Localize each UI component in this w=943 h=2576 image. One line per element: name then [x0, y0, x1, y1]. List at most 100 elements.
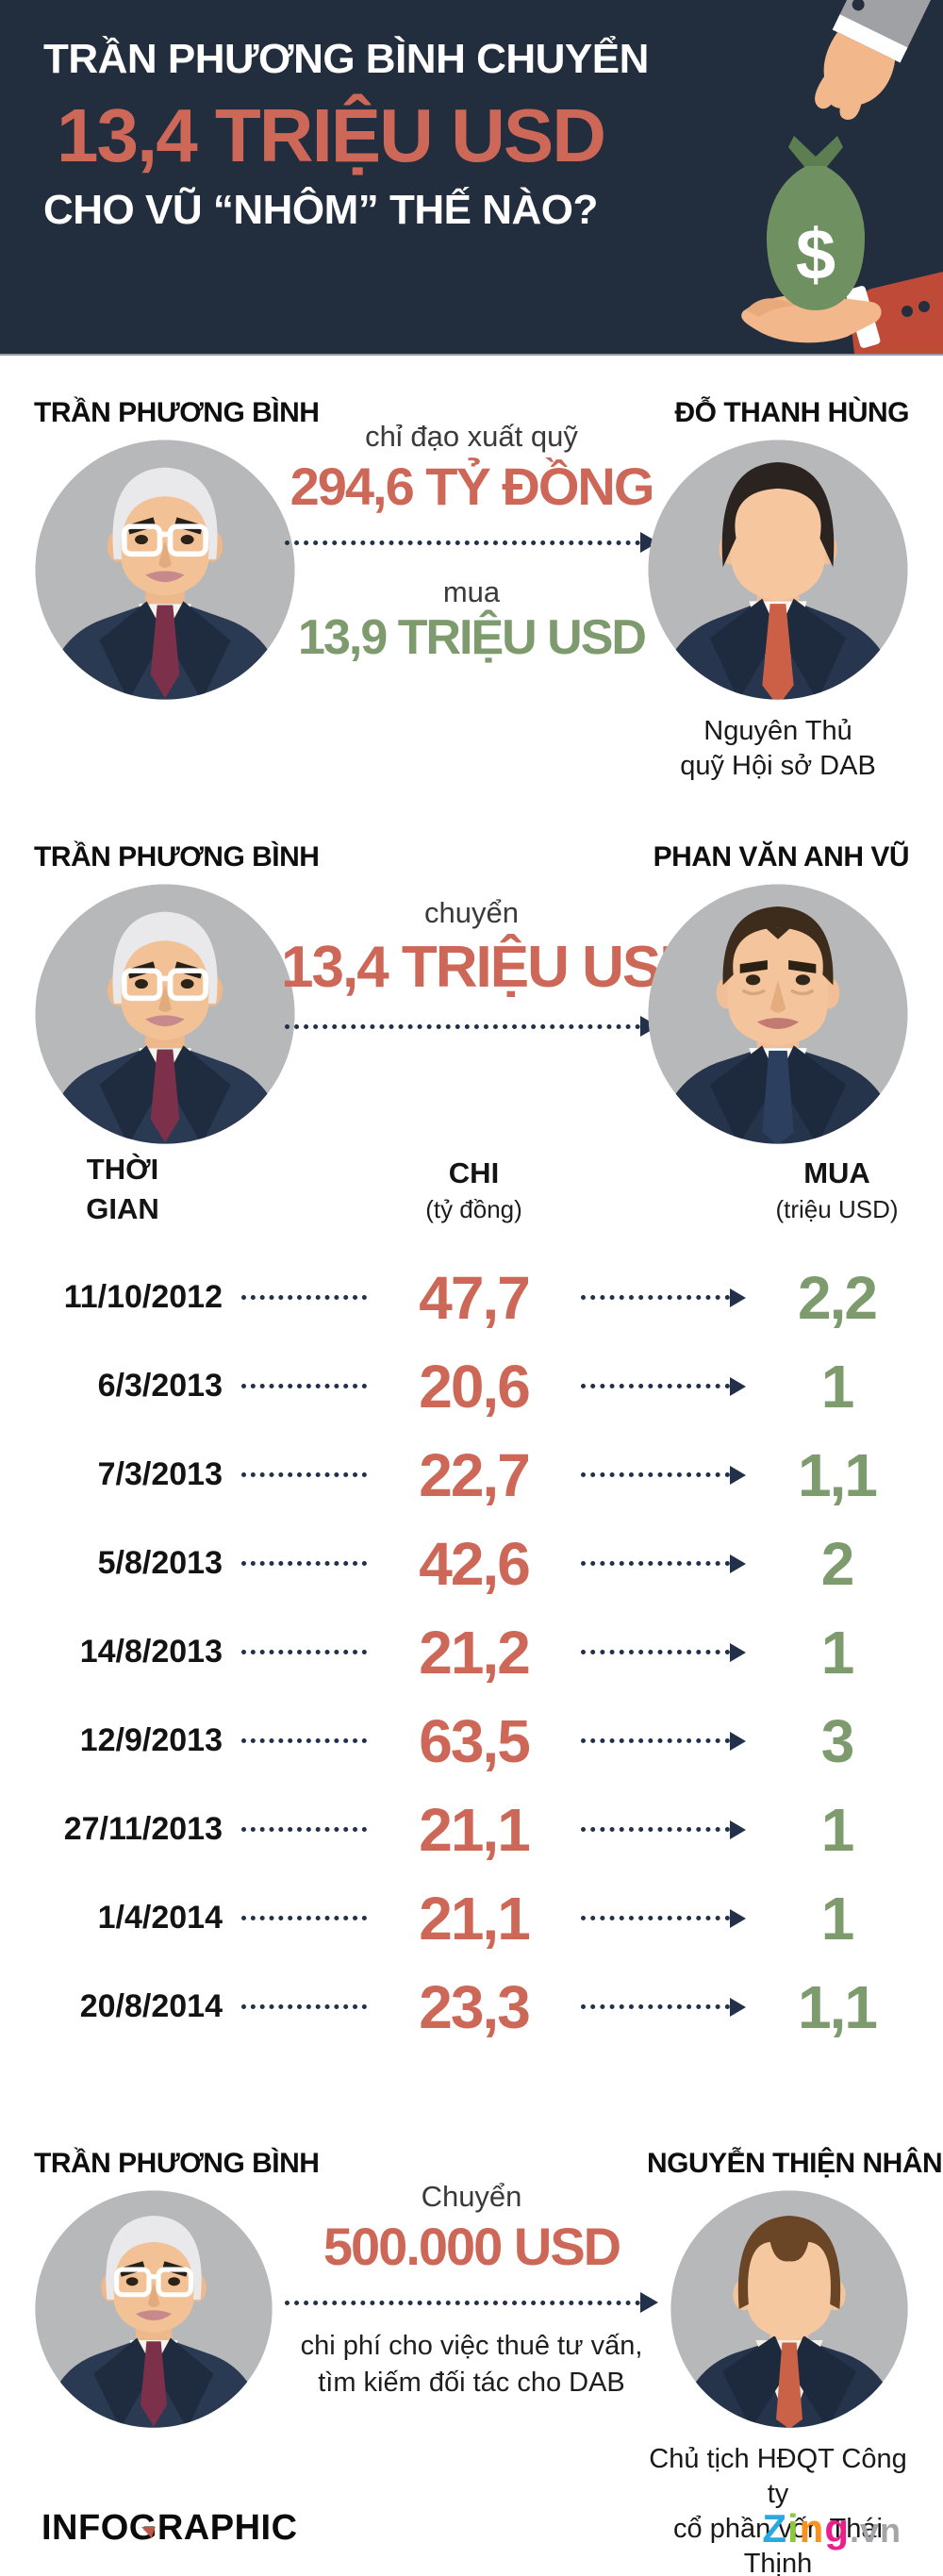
person-tran-phuong-binh: TRẦN PHƯƠNG BÌNH: [34, 2148, 320, 2490]
dotted-leader: [241, 1561, 367, 1567]
flow1-amount-usd: 13,9 TRIỆU USD: [298, 610, 647, 665]
dotted-arrow: [581, 1288, 746, 1307]
arrowhead-icon: [730, 1908, 746, 1928]
dotted-arrow: [581, 1820, 746, 1839]
avatar-nguyen-thien-nhan: [670, 2189, 909, 2429]
avatar-do-thanh-hung: [647, 439, 909, 701]
arrowhead-icon: [730, 1465, 746, 1485]
money-bag-icon: $: [767, 136, 865, 310]
dotted-arrow: [581, 1908, 746, 1928]
table-row: 27/11/2013 21,1 1: [19, 1786, 924, 1874]
title-line-3: CHO VŨ “NHÔM” THẾ NÀO?: [43, 187, 598, 233]
zing-vn-logo: Zing.vn: [762, 2505, 902, 2551]
date-cell: 5/8/2013: [97, 1545, 223, 1582]
avatar-tran-phuong-binh: [34, 2189, 273, 2429]
col-header-chi: CHI (tỷ đồng): [425, 1156, 522, 1224]
table-row: 6/3/2013 20,6 1: [19, 1342, 924, 1431]
dotted-leader: [241, 1827, 367, 1833]
flow1-amount-vnd: 294,6 TỶ ĐỒNG: [290, 457, 655, 516]
chi-value: 21,1: [419, 1884, 531, 1953]
person-do-thanh-hung: ĐỖ THANH HÙNG Nguyên Thủ quỹ Hội sở DAB: [647, 397, 910, 811]
dotted-leader: [241, 1295, 367, 1301]
flow3-action: Chuyển: [421, 2180, 522, 2213]
flow3-amount-usd: 500.000 USD: [323, 2217, 621, 2276]
chi-value: 22,7: [419, 1440, 531, 1509]
arrowhead-icon: [730, 1731, 746, 1751]
dotted-arrow: [285, 532, 658, 553]
table-row: 11/10/2012 47,7 2,2: [19, 1254, 924, 1342]
dotted-arrow: [581, 1731, 746, 1751]
flow-section-2: TRẦN PHƯƠNG BÌNH chuyển 13,4 TRIỆU USD P…: [0, 811, 943, 1137]
table-row: 1/4/2014 21,1 1: [19, 1874, 924, 1963]
page-title: TRẦN PHƯƠNG BÌNH CHUYỂN 13,4 TRIỆU USD C…: [43, 36, 649, 234]
brand-g-accent: G: [128, 2508, 157, 2548]
mua-value: 1,1: [798, 1440, 878, 1509]
dotted-arrow: [285, 1016, 658, 1037]
dotted-arrow: [581, 1997, 746, 2017]
avatar-tran-phuong-binh: [34, 439, 296, 701]
mua-value: 1: [820, 1795, 855, 1864]
chi-value: 42,6: [419, 1529, 531, 1598]
dotted-arrow: [285, 2292, 658, 2313]
avatar-phan-van-anh-vu: [647, 883, 909, 1145]
flow2-amount-usd: 13,4 TRIỆU USD: [281, 935, 702, 1000]
person-name: NGUYỄN THIỆN NHÂN: [647, 2148, 943, 2179]
col-header-mua: MUA (triệu USD): [775, 1156, 899, 1224]
flow3-note: chi phí cho việc thuê tư vấn, tìm kiếm đ…: [300, 2331, 643, 2399]
mua-value: 1: [820, 1618, 855, 1687]
person-nguyen-thien-nhan: NGUYỄN THIỆN NHÂN Chủ tịch HĐQT Công ty …: [647, 2148, 943, 2576]
table-row: 7/3/2013 22,7 1,1: [19, 1431, 924, 1520]
person-tran-phuong-binh: TRẦN PHƯƠNG BÌNH: [34, 397, 320, 811]
date-cell: 11/10/2012: [63, 1279, 223, 1316]
infographic-brand: INFOGRAPHIC: [41, 2508, 298, 2548]
dotted-leader: [241, 1650, 367, 1655]
title-line-1: TRẦN PHƯƠNG BÌNH CHUYỂN: [43, 36, 649, 82]
flow1-center: chỉ đạo xuất quỹ 294,6 TỶ ĐỒNG mua 13,9 …: [281, 397, 662, 811]
mua-value: 2,2: [798, 1263, 878, 1332]
arrowhead-icon: [730, 1820, 746, 1839]
person-caption: Nguyên Thủ quỹ Hội sở DAB: [680, 716, 876, 782]
person-caption: Chủ tịch HĐQT Công ty cổ phần vốn Thái T…: [649, 2444, 907, 2576]
person-name: TRẦN PHƯƠNG BÌNH: [34, 397, 320, 428]
dotted-arrow: [581, 1376, 746, 1396]
money-handover-illustration: $: [741, 0, 943, 354]
transactions-table: THỜI GIAN CHI (tỷ đồng) MUA (triệu USD) …: [0, 1137, 943, 2061]
person-name: ĐỖ THANH HÙNG: [674, 397, 910, 428]
date-cell: 14/8/2013: [79, 1634, 223, 1670]
table-header: THỜI GIAN CHI (tỷ đồng) MUA (triệu USD): [19, 1150, 924, 1229]
col-header-time: THỜI GIAN: [86, 1153, 159, 1225]
flow1-action2: mua: [442, 575, 501, 608]
arrowhead-icon: [640, 2292, 658, 2313]
avatar-tran-phuong-binh: [34, 883, 296, 1145]
dotted-arrow: [581, 1554, 746, 1573]
dotted-leader: [241, 2004, 367, 2010]
chi-value: 21,1: [419, 1795, 531, 1864]
table-row: 5/8/2013 42,6 2: [19, 1520, 924, 1608]
flow1-action: chỉ đạo xuất quỹ: [365, 420, 578, 453]
person-name: TRẦN PHƯƠNG BÌNH: [34, 841, 320, 873]
flow-section-1: TRẦN PHƯƠNG BÌNH chỉ đạo xuất quỹ 294,6 …: [0, 356, 943, 811]
dotted-arrow: [581, 1465, 746, 1485]
flow2-action: chuyển: [424, 896, 519, 929]
chi-value: 63,5: [419, 1706, 531, 1775]
date-cell: 1/4/2014: [97, 1900, 223, 1936]
title-line-2-amount: 13,4 TRIỆU USD: [57, 93, 606, 177]
mua-value: 1: [820, 1352, 855, 1421]
date-cell: 12/9/2013: [79, 1722, 223, 1759]
person-phan-van-anh-vu: PHAN VĂN ANH VŨ: [647, 841, 910, 1137]
dotted-leader: [241, 1916, 367, 1921]
date-cell: 7/3/2013: [97, 1456, 223, 1493]
arrowhead-icon: [730, 1288, 746, 1307]
dotted-leader: [241, 1384, 367, 1389]
date-cell: 27/11/2013: [63, 1811, 223, 1848]
mua-value: 1: [820, 1884, 855, 1953]
arrowhead-icon: [730, 1997, 746, 2017]
arrowhead-icon: [730, 1642, 746, 1662]
giving-hand-icon: [815, 0, 943, 121]
date-cell: 6/3/2013: [97, 1368, 223, 1404]
chi-value: 47,7: [419, 1263, 531, 1332]
dotted-leader: [241, 1738, 367, 1744]
mua-value: 3: [820, 1706, 855, 1775]
chi-value: 20,6: [419, 1352, 531, 1421]
